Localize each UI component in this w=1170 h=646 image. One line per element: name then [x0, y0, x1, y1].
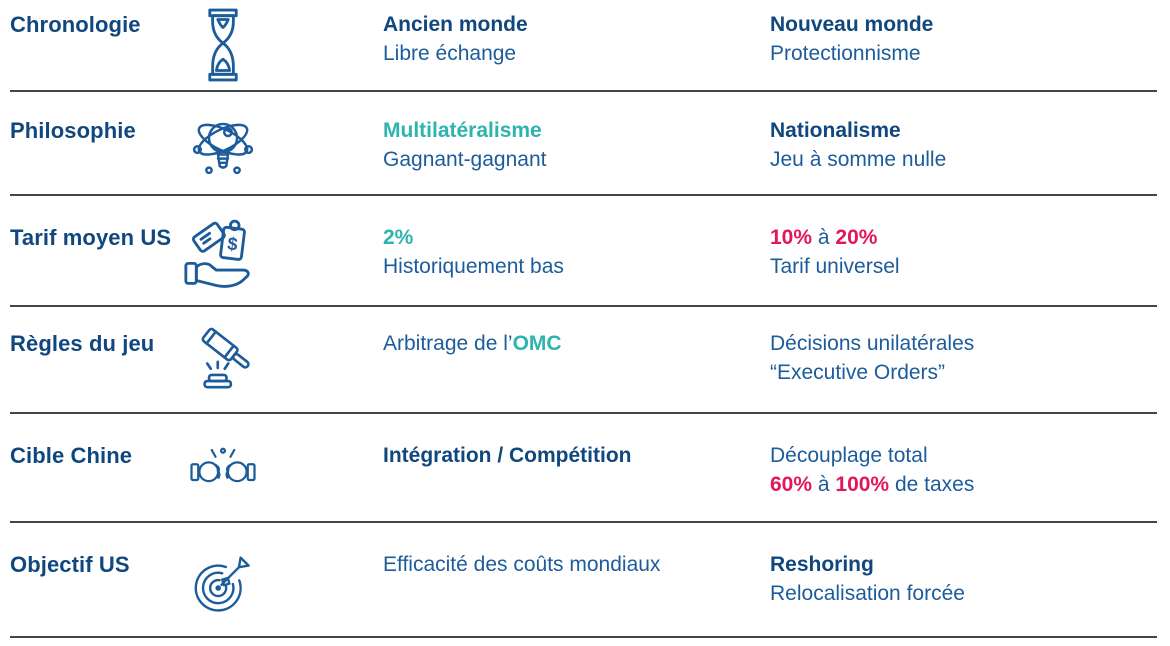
row-label: Objectif US	[10, 552, 130, 577]
table-row: Tarif moyen US $ 2% Historiquement bas 10…	[10, 196, 1157, 307]
icon-box	[183, 443, 263, 493]
text-segment: Historiquement bas	[383, 255, 564, 278]
text-segment: 60%	[770, 473, 813, 496]
new-world-cell: Nationalisme Jeu à somme nulle	[770, 92, 1157, 194]
table-row: Objectif US Efficacité des coûts mondiau…	[10, 523, 1157, 638]
row-label: Tarif moyen US	[10, 225, 172, 250]
text-segment: Efficacité des coûts mondiaux	[383, 553, 661, 576]
table-row: Chronologie Ancien monde Libre échange No…	[10, 0, 1157, 92]
text-segment: 2%	[383, 226, 414, 249]
text-segment: OMC	[512, 332, 562, 355]
text-line: Libre échange	[383, 39, 770, 68]
text-line: Relocalisation forcée	[770, 579, 1157, 608]
row-icon-cell	[183, 92, 383, 194]
text-segment: Découplage total	[770, 444, 928, 467]
text-segment: Gagnant-gagnant	[383, 148, 547, 171]
new-world-cell: Découplage total 60% à 100% de taxes	[770, 414, 1157, 521]
row-icon-cell	[183, 307, 383, 412]
old-world-cell: Intégration / Compétition	[383, 414, 770, 521]
text-line: Découplage total	[770, 441, 1157, 470]
text-line: Reshoring	[770, 550, 1157, 579]
text-segment: de taxes	[889, 473, 975, 496]
icon-box	[183, 540, 263, 620]
text-line: Nationalisme	[770, 116, 1157, 145]
text-segment: Reshoring	[770, 553, 874, 576]
table-row: Règles du jeu Arbitrage de l’OMC Décisio…	[10, 307, 1157, 414]
old-world-cell: Arbitrage de l’OMC	[383, 307, 770, 412]
comparison-table: Chronologie Ancien monde Libre échange No…	[10, 0, 1157, 638]
table-row: Cible Chine Intégration / Compétition Dé…	[10, 414, 1157, 523]
table-row: Philosophie Multilatéralisme Gagnant-gagn…	[10, 92, 1157, 196]
text-segment: 10%	[770, 226, 813, 249]
text-line: Historiquement bas	[383, 252, 770, 281]
text-line: “Executive Orders”	[770, 358, 1157, 387]
text-line: Ancien monde	[383, 10, 770, 39]
row-label: Philosophie	[10, 118, 136, 143]
text-segment: Jeu à somme nulle	[770, 148, 947, 171]
text-segment: Relocalisation forcée	[770, 582, 965, 605]
new-world-cell: 10% à 20% Tarif universel	[770, 196, 1157, 305]
text-line: Protectionnisme	[770, 39, 1157, 68]
text-line: 2%	[383, 223, 770, 252]
fist-bump-icon	[190, 447, 256, 482]
text-segment: 20%	[835, 226, 878, 249]
text-line: Jeu à somme nulle	[770, 145, 1157, 174]
text-segment: à	[812, 226, 836, 249]
old-world-cell: Ancien monde Libre échange	[383, 0, 770, 90]
text-segment: à	[812, 473, 836, 496]
text-line: Efficacité des coûts mondiaux	[383, 550, 770, 579]
text-segment: Intégration / Compétition	[383, 444, 632, 467]
new-world-cell: Reshoring Relocalisation forcée	[770, 523, 1157, 636]
text-line: Tarif universel	[770, 252, 1157, 281]
text-segment: Nationalisme	[770, 119, 901, 142]
text-segment: Protectionnisme	[770, 42, 921, 65]
text-line: Intégration / Compétition	[383, 441, 770, 470]
icon-box: $	[183, 211, 263, 291]
text-segment: Arbitrage de l’	[383, 332, 513, 355]
text-segment: 100%	[835, 473, 890, 496]
atom-lightbulb-icon	[192, 122, 254, 175]
row-label: Règles du jeu	[10, 331, 155, 356]
text-segment: “Executive Orders”	[770, 361, 946, 384]
new-world-cell: Nouveau monde Protectionnisme	[770, 0, 1157, 90]
row-icon-cell: $	[183, 196, 383, 305]
old-world-cell: Multilatéralisme Gagnant-gagnant	[383, 92, 770, 194]
icon-box	[183, 7, 263, 83]
row-icon-cell	[183, 523, 383, 636]
text-segment: Ancien monde	[383, 13, 528, 36]
row-label: Cible Chine	[10, 443, 133, 468]
svg-text:$: $	[226, 233, 238, 254]
text-line: Arbitrage de l’OMC	[383, 329, 770, 358]
row-icon-cell	[183, 414, 383, 521]
text-segment: Tarif universel	[770, 255, 900, 278]
hourglass-icon	[208, 8, 238, 82]
old-world-cell: 2% Historiquement bas	[383, 196, 770, 305]
icon-box	[183, 324, 263, 396]
gavel-icon	[201, 327, 250, 388]
text-line: 10% à 20%	[770, 223, 1157, 252]
text-segment: Libre échange	[383, 42, 517, 65]
text-line: Nouveau monde	[770, 10, 1157, 39]
icon-box	[183, 105, 263, 181]
text-line: Décisions unilatérales	[770, 329, 1157, 358]
text-segment: Multilatéralisme	[383, 119, 542, 142]
row-icon-cell	[183, 0, 383, 90]
row-label: Chronologie	[10, 12, 141, 37]
target-dart-icon	[194, 555, 250, 612]
text-segment: Décisions unilatérales	[770, 332, 975, 355]
text-line: Gagnant-gagnant	[383, 145, 770, 174]
text-line: 60% à 100% de taxes	[770, 470, 1157, 499]
old-world-cell: Efficacité des coûts mondiaux	[383, 523, 770, 636]
text-line: Multilatéralisme	[383, 116, 770, 145]
price-tag-hand-icon: $	[184, 219, 250, 288]
new-world-cell: Décisions unilatérales “Executive Orders”	[770, 307, 1157, 412]
text-segment: Nouveau monde	[770, 13, 934, 36]
